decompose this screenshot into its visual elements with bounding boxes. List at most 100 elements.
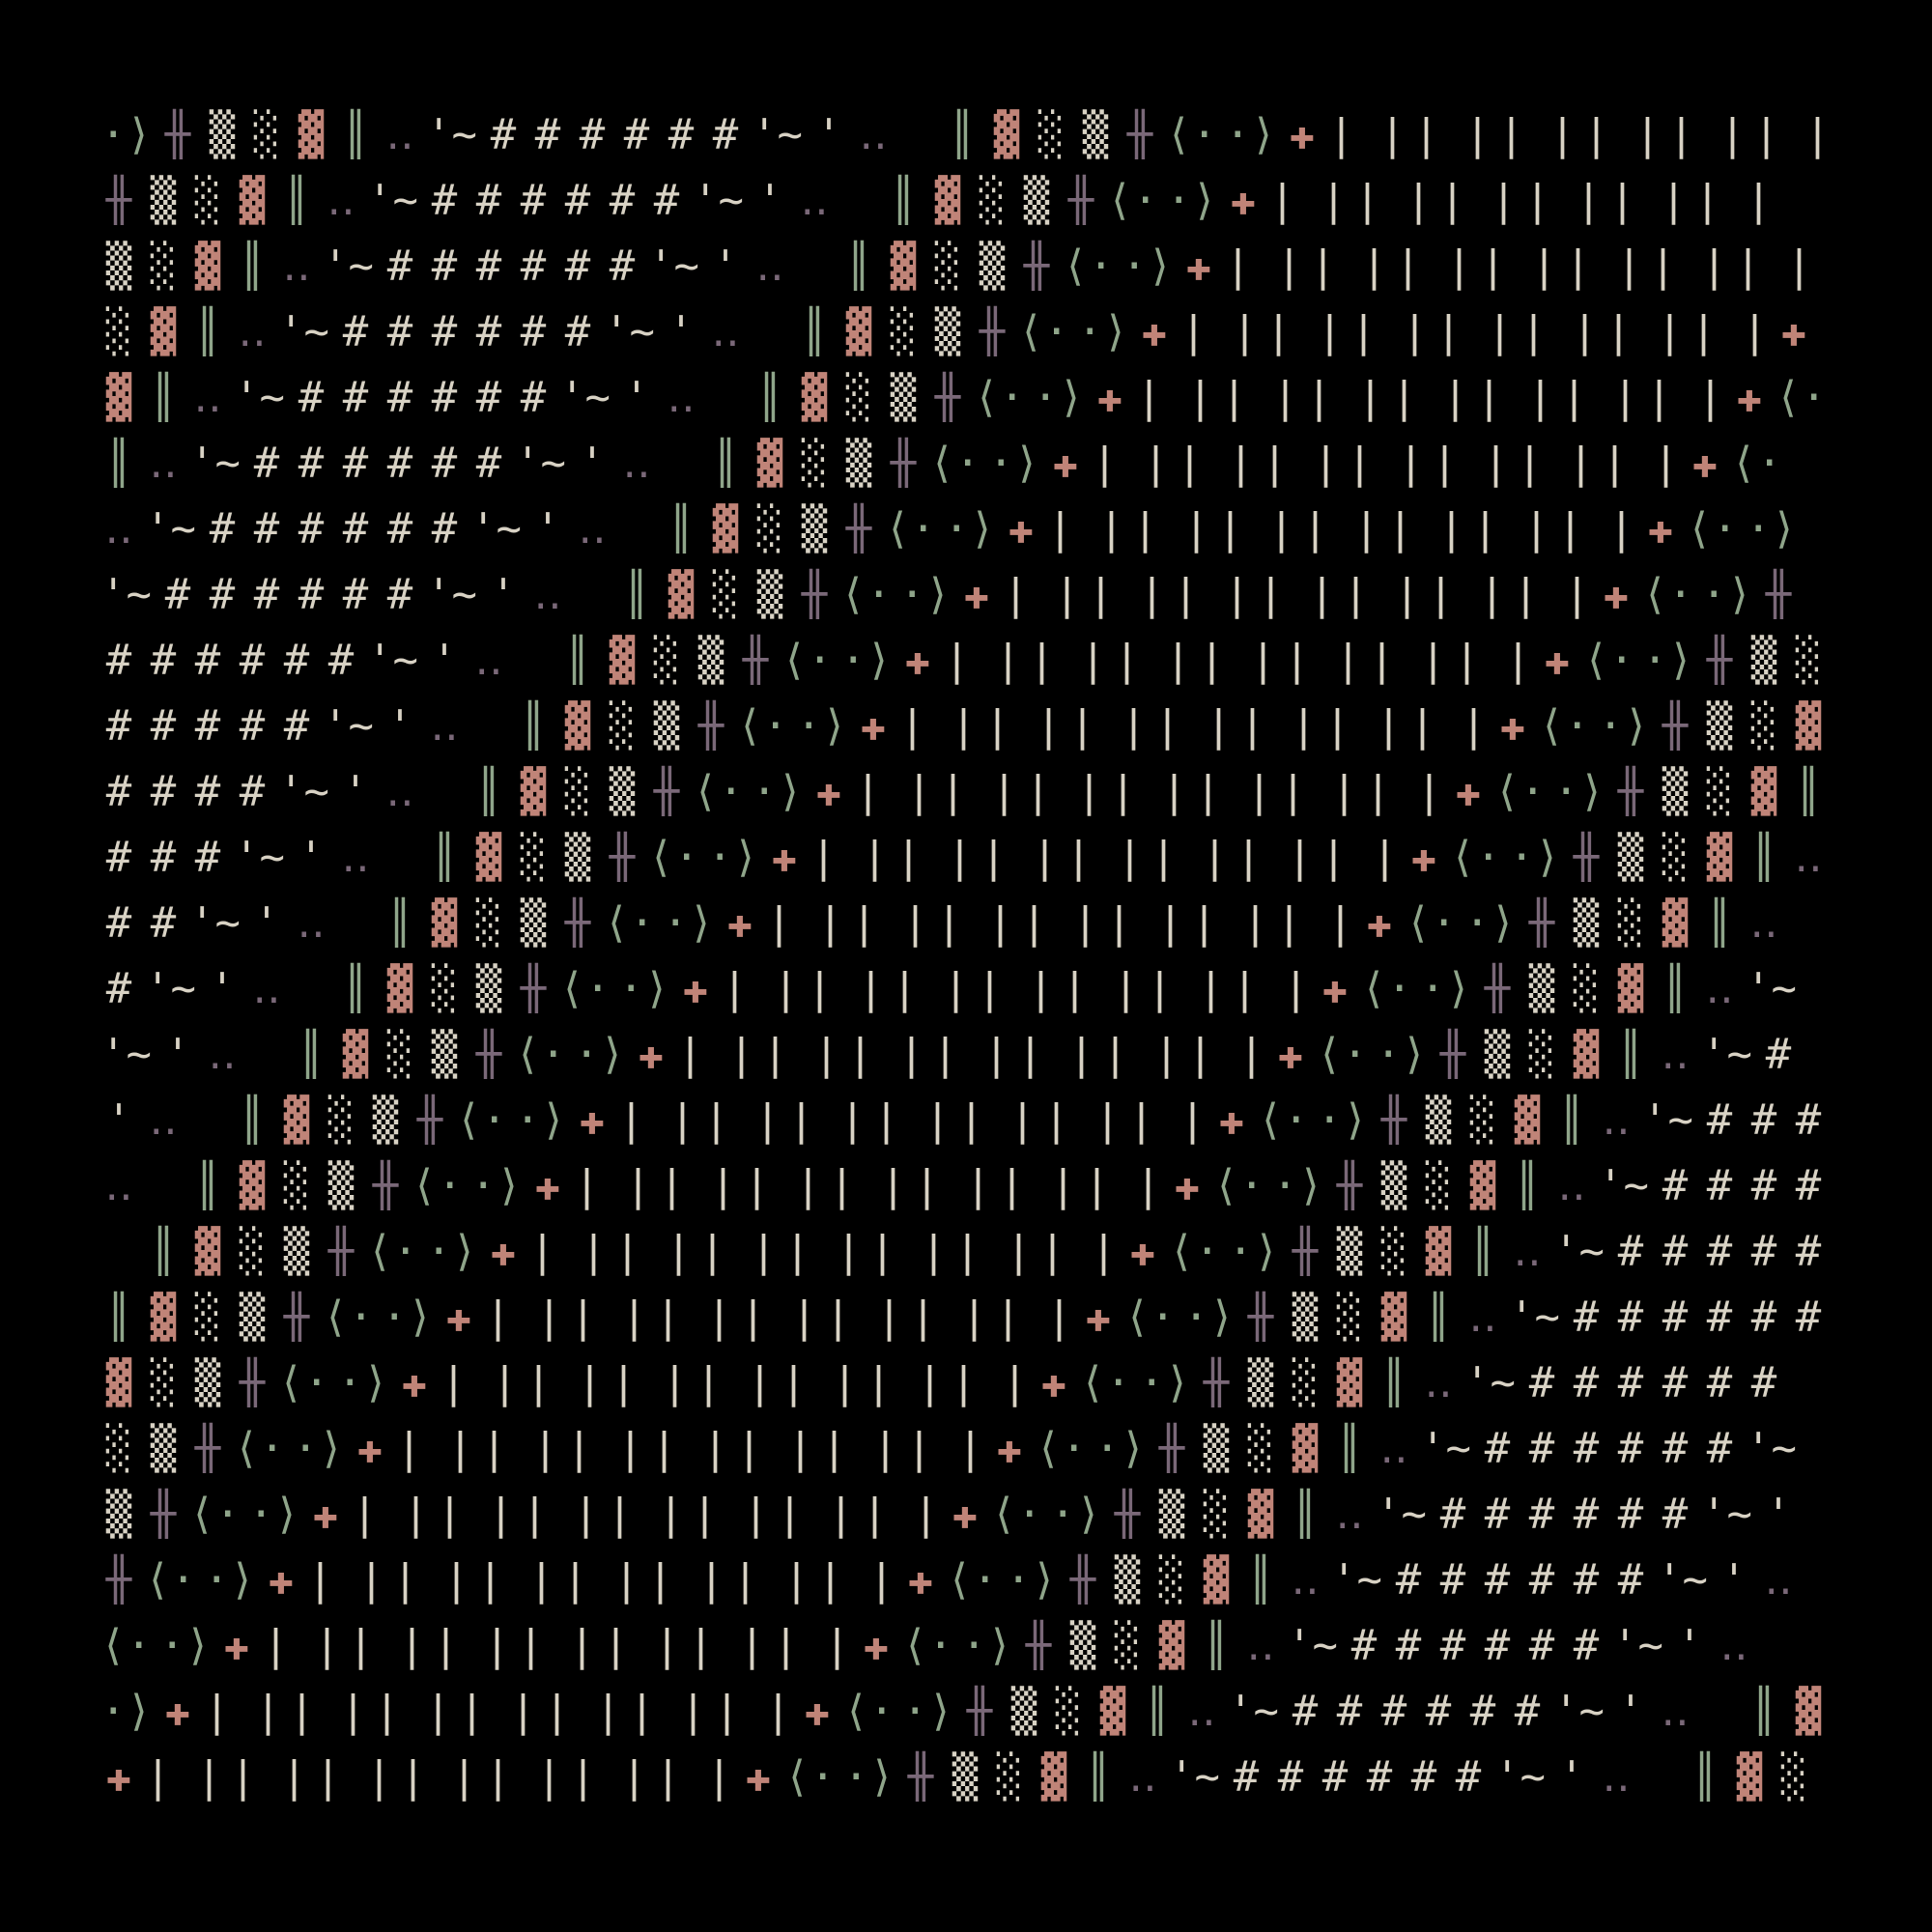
glyph-cell: | |	[459, 1687, 536, 1736]
glyph-cell: ░	[1528, 1030, 1555, 1079]
glyph-cell: #	[1750, 1293, 1777, 1342]
glyph-cell: ░	[194, 176, 221, 225]
glyph-cell: '~	[1228, 1687, 1279, 1736]
glyph-cell: ‥	[149, 439, 178, 488]
glyph-cell: ╫	[1573, 833, 1600, 882]
glyph-cell: ╫	[105, 1555, 132, 1605]
pattern-row: ▓ ║ ‥ '~ # # # # # # '~ ' ‥ ║ ▓ ░ ▒ ╫ ⟨· ·⟩ ✚ | | | | | | | | | …	[97, 365, 1831, 431]
glyph-cell: '	[1676, 1621, 1703, 1670]
glyph-cell: ║	[1750, 833, 1777, 882]
glyph-cell: ░	[1706, 767, 1733, 816]
glyph-cell: ╫	[194, 1424, 221, 1473]
glyph-cell: ░	[1617, 898, 1644, 948]
glyph-cell: '	[105, 1095, 132, 1145]
glyph-cell: ▒	[150, 176, 177, 225]
glyph-cell: #	[386, 439, 413, 488]
glyph-cell: ‥	[252, 964, 281, 1013]
pattern-row: ╫ ⟨· ·⟩ ✚ | | | | | | | | | | | | | | ✚ ⟨· ·⟩ ╫ ▒ ░ ▓ ║ ‥ '~…	[97, 1548, 1801, 1613]
glyph-cell: | |	[1409, 701, 1487, 751]
glyph-cell: #	[1573, 1555, 1600, 1605]
glyph-cell: ║	[1292, 1490, 1319, 1539]
glyph-cell: ‥	[1246, 1621, 1275, 1670]
glyph-cell: ⟨·	[648, 833, 699, 882]
glyph-cell: #	[475, 176, 502, 225]
glyph-cell: ✚	[1141, 307, 1168, 356]
glyph-cell: | |	[1110, 767, 1187, 816]
glyph-cell: | |	[784, 1227, 862, 1276]
glyph-cell: #	[475, 307, 502, 356]
glyph-cell: #	[1350, 1621, 1378, 1670]
glyph-cell: #	[298, 439, 325, 488]
glyph-cell: | |	[1690, 307, 1768, 356]
glyph-cell: #	[1439, 1621, 1466, 1670]
glyph-cell: ✚	[445, 1293, 472, 1342]
glyph-cell: '~	[234, 373, 285, 422]
glyph-cell: #	[105, 898, 132, 948]
glyph-cell: ╫	[1203, 1358, 1230, 1407]
glyph-cell: ·⟩	[1701, 570, 1752, 619]
glyph-cell: '~	[1657, 1555, 1708, 1605]
glyph-cell: ║	[756, 373, 783, 422]
glyph-cell: | |	[1428, 570, 1505, 619]
glyph-cell: #	[520, 307, 547, 356]
glyph-cell	[659, 431, 703, 497]
glyph-cell: | |	[999, 1161, 1076, 1210]
glyph-cell: | |	[1021, 898, 1098, 948]
glyph-cell: ▒	[327, 1161, 355, 1210]
glyph-cell: ▓	[342, 1030, 369, 1079]
glyph-cell	[748, 299, 792, 365]
glyph-cell: | |	[1306, 373, 1383, 422]
glyph-cell: #	[431, 439, 458, 488]
glyph-cell: ▓	[1380, 1293, 1407, 1342]
glyph-cell: ⟨·	[1124, 1293, 1176, 1342]
glyph-cell: '	[1720, 1555, 1747, 1605]
glyph-cell: ✚	[1230, 176, 1257, 225]
glyph-cell: ·⟩	[426, 1227, 477, 1276]
glyph-cell: ▒	[1750, 636, 1777, 685]
glyph-cell: ✚	[1218, 1095, 1245, 1145]
glyph-cell: | |	[807, 964, 884, 1013]
pattern-row: # '~ ' ‥ ║ ▓ ░ ▒ ╫ ⟨· ·⟩ ✚ | | | | | | | | | | | | | | ✚ ⟨·…	[97, 956, 1801, 1022]
glyph-cell: ▓	[150, 307, 177, 356]
glyph-cell: ╫	[475, 1030, 502, 1079]
glyph-cell: #	[1528, 1621, 1555, 1670]
glyph-cell: ╫	[416, 1095, 443, 1145]
glyph-cell: ▓	[1795, 1687, 1822, 1736]
glyph-cell: ╫	[742, 636, 769, 685]
glyph-cell: | |	[1328, 110, 1406, 159]
glyph-cell: | |	[1065, 833, 1143, 882]
glyph-cell: ‥	[1557, 1161, 1586, 1210]
glyph-cell: #	[1706, 1095, 1733, 1145]
glyph-cell: #	[1795, 1095, 1822, 1145]
glyph-cell: #	[431, 176, 458, 225]
glyph-cell: ·⟩	[1420, 964, 1471, 1013]
glyph-cell: ·⟩	[843, 1752, 895, 1802]
glyph-cell: ▓	[431, 898, 458, 948]
glyph-cell: ⟨·	[323, 1293, 374, 1342]
glyph-cell: #	[431, 373, 458, 422]
glyph-cell: | |	[869, 1227, 947, 1276]
pattern-row: ‥ ║ ▓ ░ ▒ ╫ ⟨· ·⟩ ✚ | | | | | | | | | | | | | | ✚ ⟨· ·⟩ ╫ ▒…	[97, 1153, 1831, 1219]
glyph-cell: #	[1528, 1424, 1555, 1473]
glyph-cell: ‥	[1187, 1687, 1216, 1736]
glyph-cell: ║	[239, 242, 266, 291]
glyph-cell: ▒	[1573, 898, 1600, 948]
glyph-cell: ╫	[890, 439, 917, 488]
glyph-cell: | |	[392, 1555, 469, 1605]
glyph-cell: #	[105, 833, 132, 882]
glyph-cell: ░	[801, 439, 828, 488]
glyph-cell: ░	[431, 964, 458, 1013]
glyph-cell: | |	[1258, 570, 1335, 619]
glyph-cell: ⟨·	[189, 1490, 241, 1539]
glyph-cell: ·⟩	[100, 110, 152, 159]
glyph-cell: '~	[1420, 1424, 1471, 1473]
glyph-cell: | |	[788, 1095, 866, 1145]
glyph-cell: #	[1573, 1490, 1600, 1539]
glyph-cell: | |	[570, 1752, 647, 1802]
glyph-cell: ·⟩	[1553, 767, 1605, 816]
glyph-cell	[97, 1219, 141, 1285]
glyph-cell: ║	[1691, 1752, 1719, 1802]
glyph-cell: | |	[980, 833, 1058, 882]
glyph-cell: '~	[1598, 1161, 1649, 1210]
glyph-cell: ‥	[208, 1030, 237, 1079]
